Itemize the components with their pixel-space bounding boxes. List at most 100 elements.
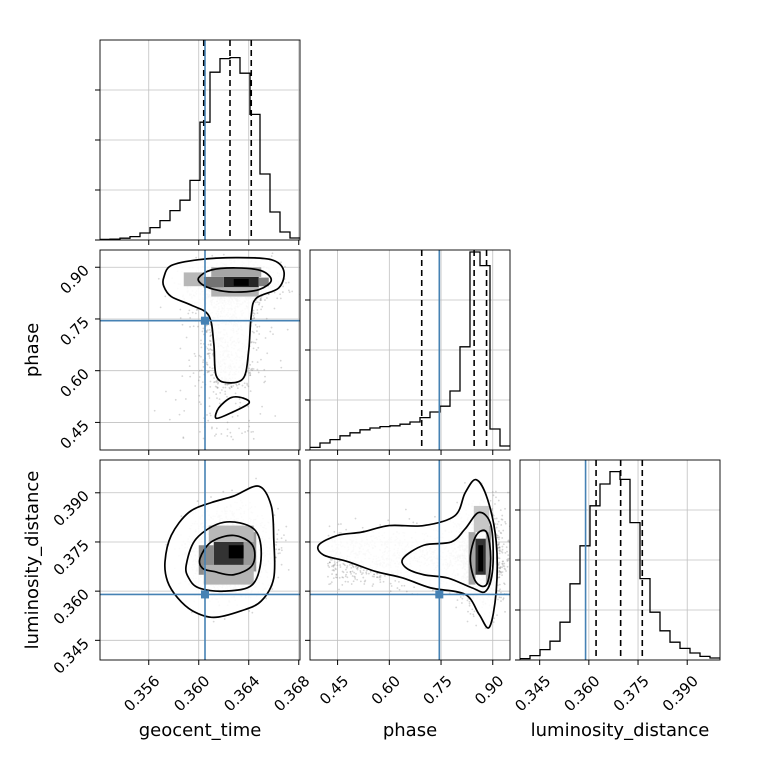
sample-point — [271, 255, 273, 257]
sample-point — [221, 389, 223, 391]
sample-point — [277, 577, 279, 579]
sample-point — [210, 334, 212, 336]
sample-point — [250, 390, 252, 392]
sample-point — [209, 367, 211, 369]
sample-point — [266, 297, 268, 299]
sample-point — [285, 526, 287, 528]
sample-point — [351, 583, 353, 585]
sample-point — [246, 383, 248, 385]
sample-point — [345, 581, 347, 583]
sample-point — [232, 416, 234, 418]
sample-point — [217, 387, 219, 389]
sample-point — [501, 515, 503, 517]
sample-point — [255, 342, 257, 344]
sample-point — [261, 406, 263, 408]
sample-point — [366, 570, 368, 572]
sample-point — [230, 436, 232, 438]
sample-point — [199, 401, 201, 403]
sample-point — [253, 310, 255, 312]
sample-point — [222, 491, 224, 493]
sample-point — [260, 359, 262, 361]
sample-point — [289, 291, 291, 293]
sample-point — [209, 348, 211, 350]
sample-point — [247, 430, 249, 432]
sample-point — [193, 325, 195, 327]
sample-point — [199, 431, 201, 433]
sample-point — [256, 330, 258, 332]
sample-point — [200, 356, 202, 358]
sample-point — [211, 255, 213, 257]
sample-point — [238, 427, 240, 429]
sample-point — [281, 547, 283, 549]
sample-point — [237, 387, 239, 389]
injection-marker-geocent_time-vs-luminosity_distance — [201, 590, 209, 598]
sample-point — [169, 419, 171, 421]
sample-point — [201, 369, 203, 371]
sample-point — [274, 514, 276, 516]
sample-point — [241, 432, 243, 434]
sample-point — [208, 371, 210, 373]
sample-point — [195, 313, 197, 315]
sample-point — [251, 612, 253, 614]
sample-point — [457, 599, 459, 601]
sample-point — [264, 299, 266, 301]
sample-point — [223, 254, 225, 256]
sample-point — [252, 361, 254, 363]
sample-point — [257, 347, 259, 349]
sample-point — [282, 286, 284, 288]
sample-point — [222, 387, 224, 389]
sample-point — [266, 352, 268, 354]
sample-point — [263, 369, 265, 371]
sample-point — [227, 428, 229, 430]
sample-point — [498, 521, 500, 523]
sample-point — [276, 538, 278, 540]
sample-point — [288, 569, 290, 571]
sample-point — [199, 370, 201, 372]
sample-point — [507, 492, 509, 494]
sample-point — [188, 359, 190, 361]
sample-point — [302, 315, 304, 317]
sample-point — [280, 298, 282, 300]
sample-point — [260, 309, 262, 311]
sample-point — [224, 391, 226, 393]
sample-point — [280, 360, 282, 362]
sample-point — [180, 390, 182, 392]
sample-point — [215, 433, 217, 435]
sample-point — [253, 348, 255, 350]
sample-point — [230, 386, 232, 388]
sample-point — [179, 414, 181, 416]
sample-point — [211, 426, 213, 428]
sample-point — [220, 433, 222, 435]
sample-point — [208, 355, 210, 357]
sample-point — [398, 581, 400, 583]
sample-point — [261, 306, 263, 308]
sample-point — [253, 332, 255, 334]
sample-point — [349, 564, 351, 566]
sample-point — [197, 326, 199, 328]
sample-point — [213, 377, 215, 379]
sample-point — [259, 302, 261, 304]
sample-point — [209, 413, 211, 415]
sample-point — [226, 396, 228, 398]
sample-point — [282, 291, 284, 293]
sample-point — [284, 266, 286, 268]
sample-point — [256, 309, 258, 311]
sample-point — [248, 372, 250, 374]
sample-point — [224, 618, 226, 620]
sample-point — [187, 313, 189, 315]
density-cell-geocent_time-vs-luminosity_distance — [229, 545, 244, 558]
sample-point — [253, 342, 255, 344]
sample-point — [266, 318, 268, 320]
sample-point — [255, 324, 257, 326]
sample-point — [272, 252, 274, 254]
sample-point — [256, 349, 258, 351]
sample-point — [269, 331, 271, 333]
sample-point — [244, 382, 246, 384]
sample-point — [194, 385, 196, 387]
sample-point — [255, 301, 257, 303]
sample-point — [347, 581, 349, 583]
sample-point — [264, 376, 266, 378]
sample-point — [276, 297, 278, 299]
sample-point — [209, 329, 211, 331]
